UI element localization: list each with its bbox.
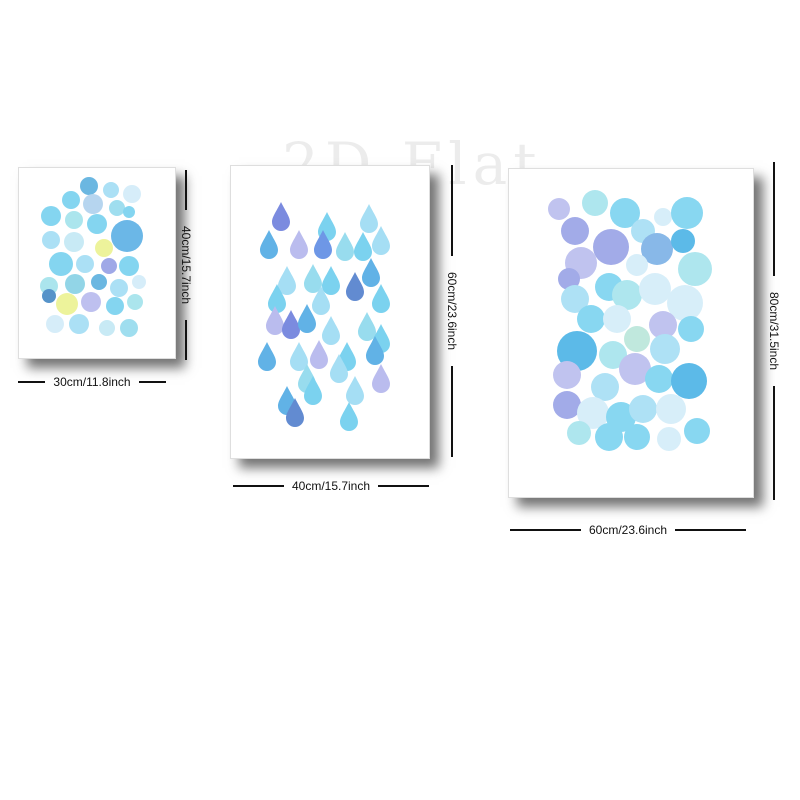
width-label-2: 40cm/15.7inch (291, 479, 371, 493)
raindrops-art (258, 202, 390, 431)
width-dimension-2: 40cm/15.7inch (233, 478, 430, 494)
width-dimension-1: 30cm/11.8inch (18, 374, 166, 390)
height-dimension-3: 80cm/31.5inch (766, 162, 782, 500)
width-label-3: 60cm/23.6inch (588, 523, 668, 537)
width-dimension-3: 60cm/23.6inch (510, 522, 747, 538)
height-dimension-1: 40cm/15.7inch (178, 170, 194, 360)
poster-bubbles-large (508, 168, 754, 498)
height-label-3: 80cm/31.5inch (767, 291, 781, 371)
bubbles-art-large (548, 190, 712, 451)
width-label-1: 30cm/11.8inch (53, 375, 131, 389)
poster-bubbles-small (18, 167, 176, 359)
poster-raindrops (230, 165, 430, 459)
height-label-2: 60cm/23.6inch (445, 271, 459, 351)
height-dimension-2: 60cm/23.6inch (444, 165, 460, 457)
bubbles-art-small (40, 177, 146, 337)
height-label-1: 40cm/15.7inch (179, 225, 193, 305)
